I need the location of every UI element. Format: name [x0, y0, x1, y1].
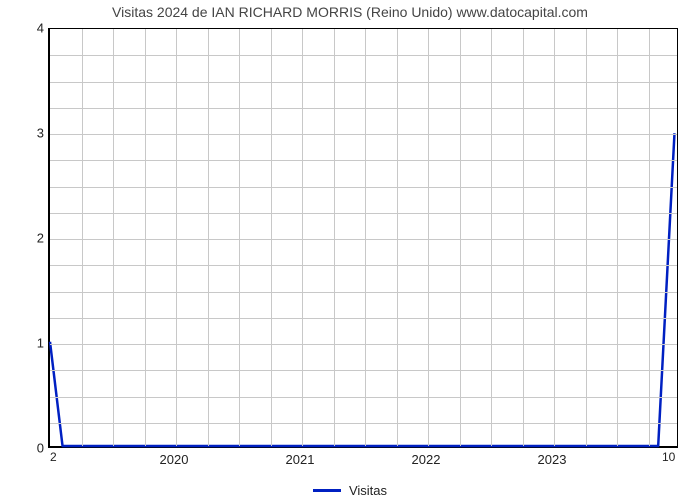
y-tick-label: 2 — [8, 231, 44, 246]
chart-legend: Visitas — [0, 483, 700, 498]
x-tick-label: 2021 — [286, 452, 315, 467]
x-start-annotation: 2 — [50, 450, 57, 464]
x-tick-label: 2023 — [538, 452, 567, 467]
plot-area — [48, 28, 678, 448]
y-tick-label: 1 — [8, 336, 44, 351]
x-end-annotation: 10 — [662, 450, 675, 464]
x-tick-label: 2020 — [160, 452, 189, 467]
y-tick-label: 3 — [8, 126, 44, 141]
chart-title: Visitas 2024 de IAN RICHARD MORRIS (Rein… — [0, 4, 700, 20]
y-tick-label: 0 — [8, 441, 44, 456]
y-tick-label: 4 — [8, 21, 44, 36]
legend-swatch — [313, 489, 341, 492]
visits-line-chart: Visitas 2024 de IAN RICHARD MORRIS (Rein… — [0, 0, 700, 500]
x-tick-label: 2022 — [412, 452, 441, 467]
legend-label: Visitas — [349, 483, 387, 498]
